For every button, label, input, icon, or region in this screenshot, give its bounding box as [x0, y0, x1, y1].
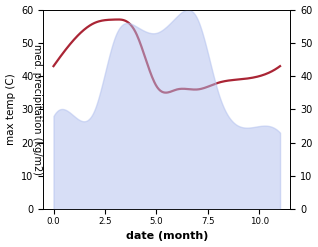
Y-axis label: max temp (C): max temp (C)	[5, 74, 16, 145]
Y-axis label: med. precipitation (kg/m2): med. precipitation (kg/m2)	[32, 44, 42, 175]
X-axis label: date (month): date (month)	[126, 231, 208, 242]
